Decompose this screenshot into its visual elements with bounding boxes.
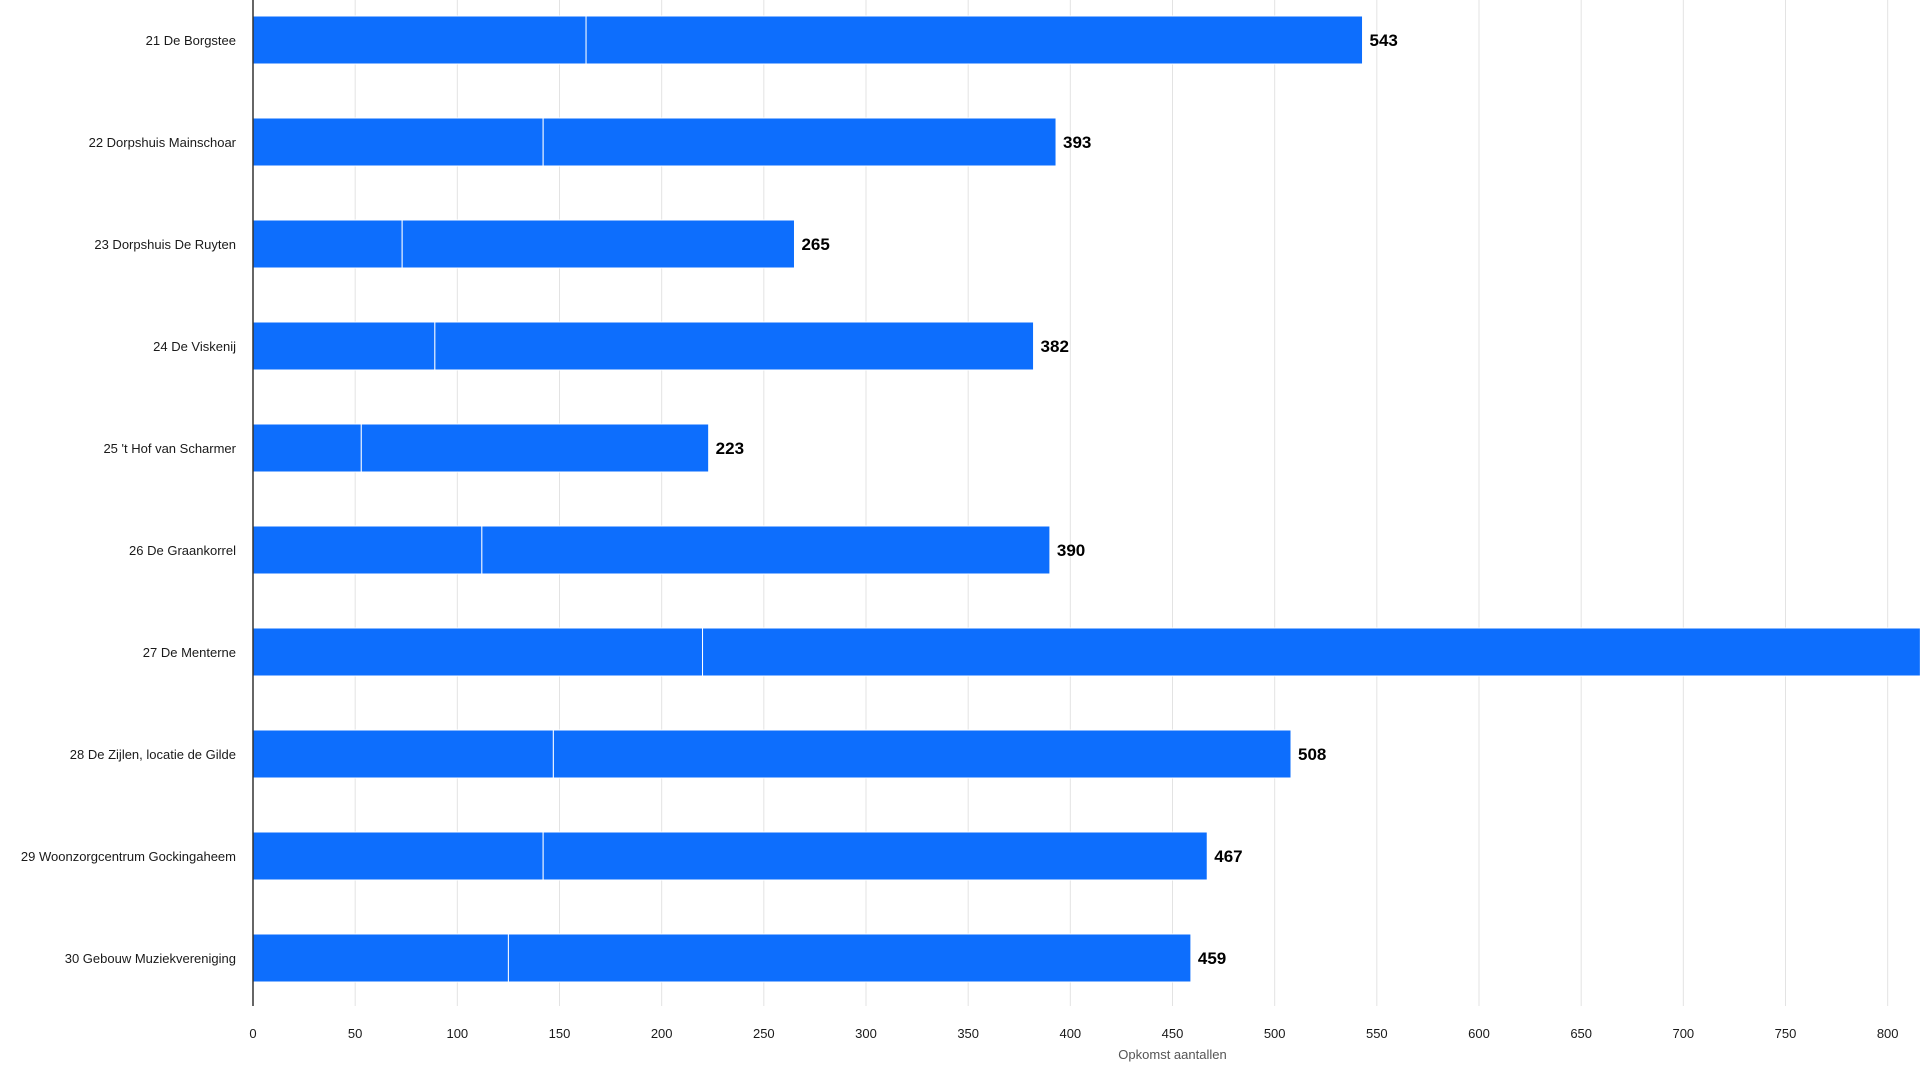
x-tick-label: 600 bbox=[1468, 1026, 1490, 1041]
x-axis-title: Opkomst aantallen bbox=[1118, 1047, 1226, 1062]
category-label: 22 Dorpshuis Mainschoar bbox=[89, 135, 237, 150]
x-tick-label: 450 bbox=[1162, 1026, 1184, 1041]
value-label: 265 bbox=[801, 235, 829, 254]
gridlines bbox=[354, 0, 1889, 1006]
category-label: 29 Woonzorgcentrum Gockingaheem bbox=[21, 849, 236, 864]
value-label: 393 bbox=[1063, 133, 1091, 152]
x-tick-label: 350 bbox=[957, 1026, 979, 1041]
category-label: 21 De Borgstee bbox=[146, 33, 236, 48]
category-labels: 21 De Borgstee 22 Dorpshuis Mainschoar 23 … bbox=[21, 33, 237, 966]
bar-segment bbox=[252, 831, 544, 881]
bar-segment bbox=[252, 933, 509, 983]
x-tick-label: 700 bbox=[1672, 1026, 1694, 1041]
bar-segment bbox=[252, 729, 554, 779]
bar-segment bbox=[481, 525, 1051, 575]
x-tick-label: 200 bbox=[651, 1026, 673, 1041]
category-label: 26 De Graankorrel bbox=[129, 543, 236, 558]
x-tick-label: 100 bbox=[446, 1026, 468, 1041]
category-label: 27 De Menterne bbox=[143, 645, 236, 660]
value-label: 543 bbox=[1370, 31, 1398, 50]
bar-segment bbox=[252, 219, 403, 269]
category-label: 30 Gebouw Muziekvereniging bbox=[65, 951, 236, 966]
x-tick-label: 400 bbox=[1059, 1026, 1081, 1041]
x-tick-label: 800 bbox=[1877, 1026, 1899, 1041]
x-tick-label: 500 bbox=[1264, 1026, 1286, 1041]
bar-segment bbox=[252, 423, 362, 473]
bars bbox=[252, 15, 1920, 983]
bar-segment bbox=[542, 117, 1057, 167]
value-labels: 543393265382223390816508467459 bbox=[716, 31, 1398, 968]
bar-segment bbox=[552, 729, 1292, 779]
bar-segment bbox=[252, 117, 544, 167]
x-tick-label: 650 bbox=[1570, 1026, 1592, 1041]
x-tick-label: 750 bbox=[1775, 1026, 1797, 1041]
value-label: 382 bbox=[1041, 337, 1069, 356]
bar-segment bbox=[507, 933, 1192, 983]
bar-segment bbox=[434, 321, 1035, 371]
category-label: 24 De Viskenij bbox=[153, 339, 236, 354]
x-tick-label: 0 bbox=[249, 1026, 256, 1041]
bar-segment bbox=[702, 627, 1920, 677]
bar-segment bbox=[252, 321, 436, 371]
value-label: 459 bbox=[1198, 949, 1226, 968]
bar-segment bbox=[585, 15, 1364, 65]
bar-segment bbox=[252, 15, 587, 65]
x-tick-label: 50 bbox=[348, 1026, 362, 1041]
value-label: 390 bbox=[1057, 541, 1085, 560]
value-label: 467 bbox=[1214, 847, 1242, 866]
x-tick-label: 300 bbox=[855, 1026, 877, 1041]
x-tick-label: 150 bbox=[549, 1026, 571, 1041]
x-tick-label: 250 bbox=[753, 1026, 775, 1041]
bar-segment bbox=[252, 627, 704, 677]
bar-segment bbox=[401, 219, 795, 269]
category-label: 23 Dorpshuis De Ruyten bbox=[94, 237, 236, 252]
bar-segment bbox=[252, 525, 483, 575]
category-label: 25 't Hof van Scharmer bbox=[103, 441, 236, 456]
x-tick-label: 550 bbox=[1366, 1026, 1388, 1041]
value-label: 223 bbox=[716, 439, 744, 458]
bar-segment bbox=[542, 831, 1208, 881]
category-label: 28 De Zijlen, locatie de Gilde bbox=[70, 747, 236, 762]
value-label: 508 bbox=[1298, 745, 1326, 764]
bar-segment bbox=[360, 423, 710, 473]
x-axis-ticks: 0 50 100 150 200 250 300 350 400 450 500 550 600 650 7… bbox=[249, 1026, 1899, 1041]
